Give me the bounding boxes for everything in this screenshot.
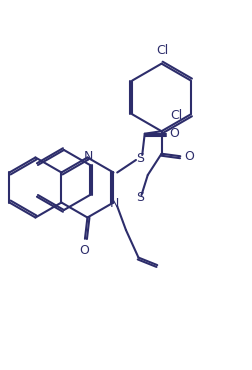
- Text: N: N: [84, 150, 93, 163]
- Text: N: N: [110, 197, 119, 210]
- Text: O: O: [183, 150, 193, 163]
- Text: O: O: [169, 127, 179, 140]
- Text: S: S: [136, 191, 144, 204]
- Text: Cl: Cl: [169, 109, 181, 122]
- Text: Cl: Cl: [156, 44, 168, 57]
- Text: O: O: [78, 244, 88, 257]
- Text: S: S: [135, 152, 143, 165]
